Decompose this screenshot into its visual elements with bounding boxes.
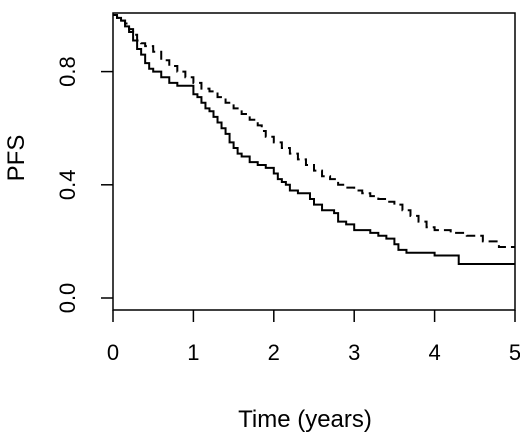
y-tick-label: 0.8 — [55, 56, 80, 87]
x-tick-label: 5 — [509, 340, 520, 365]
x-tick-label: 0 — [107, 340, 119, 365]
x-tick-label: 1 — [187, 340, 199, 365]
y-axis-title: PFS — [3, 135, 30, 182]
x-axis-title: Time (years) — [238, 406, 372, 433]
plot-layer — [113, 14, 515, 266]
series-solid-line — [113, 14, 515, 266]
y-tick-label: 0.0 — [55, 283, 80, 314]
x-tick-label: 4 — [428, 340, 440, 365]
x-tick-label: 3 — [348, 340, 360, 365]
plot-frame — [112, 12, 516, 311]
y-tick-label: 0.4 — [55, 170, 80, 201]
axes-layer: 0 1 2 3 4 5 0.0 0.4 0.8 — [55, 12, 520, 365]
series-dashed-line — [113, 14, 515, 249]
x-tick-label: 2 — [268, 340, 280, 365]
